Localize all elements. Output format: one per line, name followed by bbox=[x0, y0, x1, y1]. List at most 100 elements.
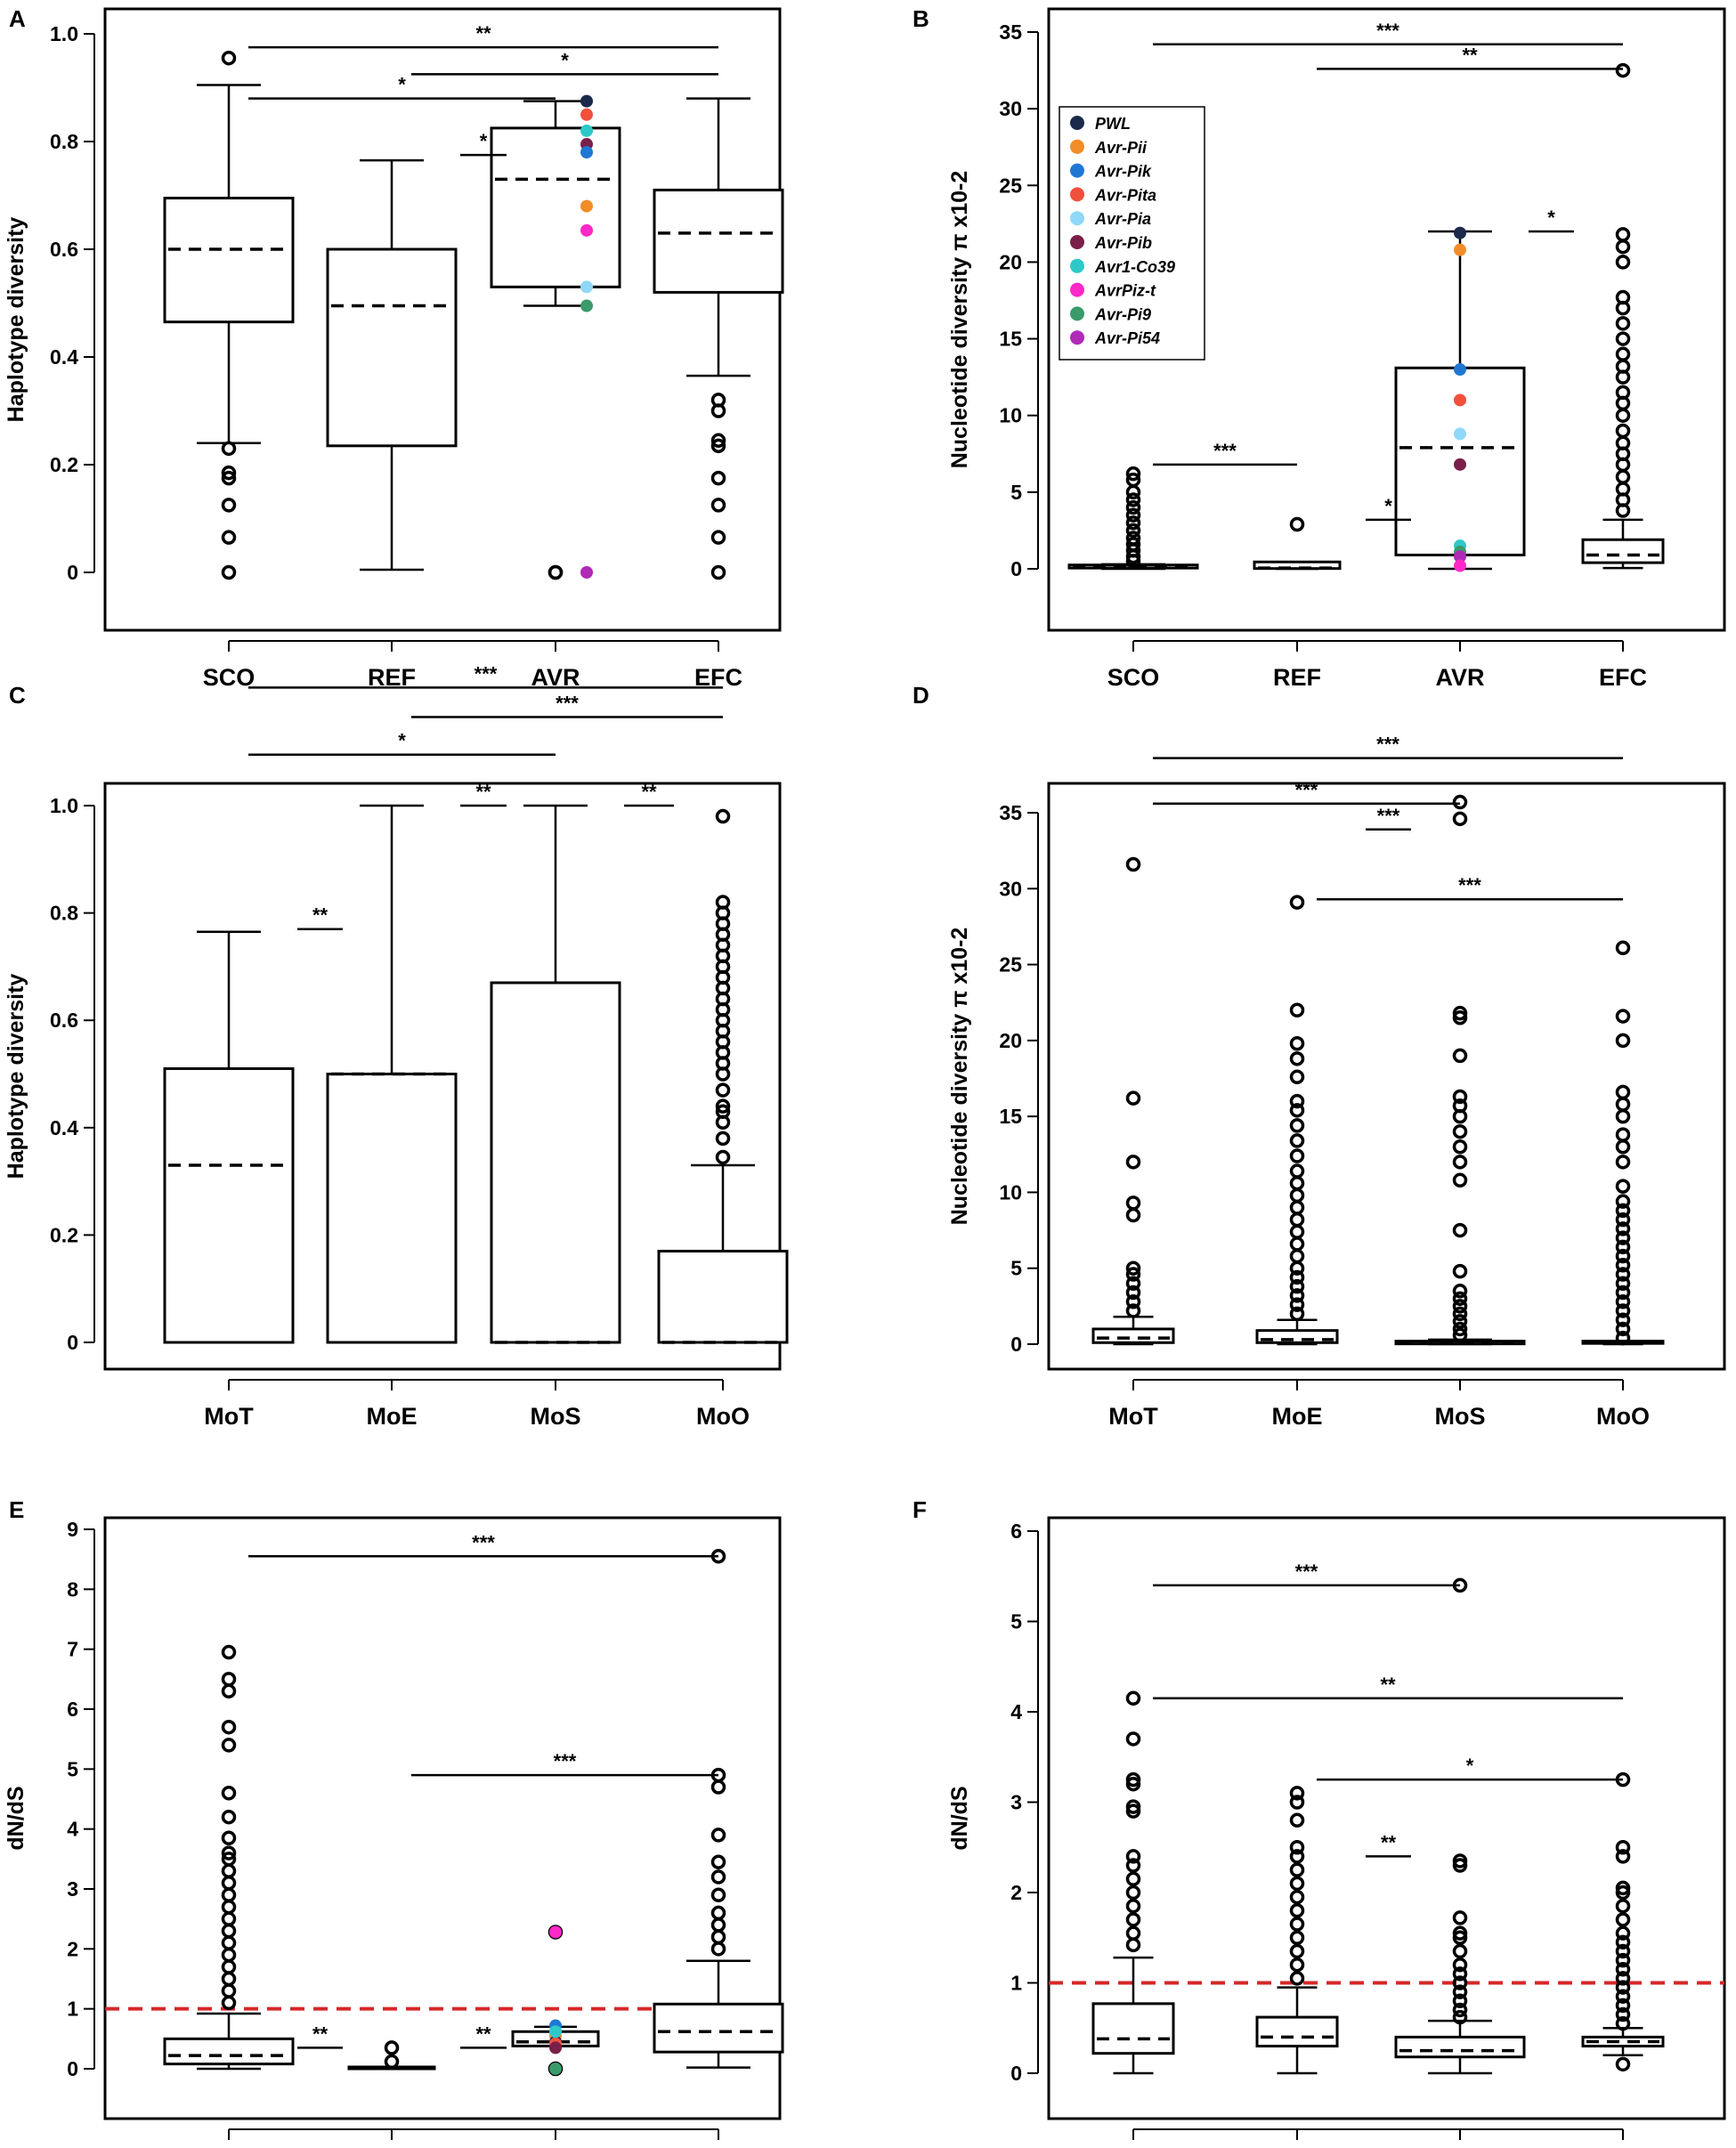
outlier-point bbox=[221, 1923, 237, 1939]
panel-a: A 0 0.2 0.4 0.6 0.8 1.0 Haplotype diversity SCO R… bbox=[4, 5, 784, 691]
highlight-point-avr-pi54 bbox=[1454, 550, 1466, 563]
box-mot bbox=[163, 930, 295, 1344]
plot-frame bbox=[1047, 1516, 1726, 2120]
significance-label: *** bbox=[1376, 20, 1399, 42]
box-iqr bbox=[490, 126, 621, 288]
outlier-point bbox=[710, 1929, 726, 1945]
x-tick-label: AVR bbox=[1435, 664, 1484, 691]
box-iqr bbox=[326, 1073, 458, 1344]
box-iqr bbox=[1091, 1327, 1175, 1344]
outlier-point bbox=[221, 465, 237, 481]
box-sco bbox=[163, 1644, 295, 2071]
outlier-point bbox=[1125, 1885, 1141, 1901]
outlier-point bbox=[1289, 1163, 1305, 1179]
x-tick-label: REF bbox=[1273, 664, 1321, 691]
outlier-point bbox=[710, 564, 726, 580]
outlier-point bbox=[1289, 1812, 1305, 1828]
outlier-point bbox=[1452, 1005, 1468, 1021]
outlier-point bbox=[1615, 1139, 1631, 1155]
box-efc bbox=[1581, 62, 1665, 570]
significance-label: ** bbox=[1381, 1831, 1397, 1853]
highlight-point-avr-pib bbox=[549, 2041, 562, 2055]
significance-label: *** bbox=[475, 662, 498, 685]
outlier-point bbox=[221, 1947, 237, 1963]
outlier-point bbox=[1615, 331, 1631, 346]
y-axis-label: dN/dS bbox=[4, 1786, 28, 1850]
significance-label: ** bbox=[641, 781, 657, 803]
outlier-point bbox=[221, 1863, 237, 1879]
box-moe bbox=[326, 804, 458, 1344]
outlier-point bbox=[221, 1672, 237, 1687]
outlier-point bbox=[1125, 1155, 1141, 1170]
outlier-point bbox=[1615, 1312, 1631, 1327]
y-tick-label: 25 bbox=[999, 174, 1022, 197]
y-tick-label: 1 bbox=[67, 1998, 78, 2021]
outlier-point bbox=[1452, 1327, 1468, 1343]
legend-entry: AvrPiz-t bbox=[1094, 282, 1156, 300]
outlier-point bbox=[710, 1887, 726, 1902]
plot-frame bbox=[103, 782, 782, 1371]
outlier-point bbox=[1615, 2056, 1631, 2072]
outlier-point bbox=[1615, 227, 1631, 242]
significance-label: * bbox=[398, 730, 406, 752]
legend-marker bbox=[1070, 330, 1084, 345]
significance-label: *** bbox=[554, 1750, 577, 1772]
outlier-point bbox=[1615, 346, 1631, 362]
panel-label: A bbox=[9, 5, 26, 32]
outlier-point bbox=[1125, 1937, 1141, 1953]
outlier-point bbox=[1125, 1260, 1141, 1276]
outlier-point bbox=[1452, 811, 1468, 827]
outlier-point bbox=[1452, 2002, 1468, 2018]
outlier-point bbox=[1289, 1957, 1305, 1973]
outlier-point bbox=[1289, 1133, 1305, 1148]
outlier-point bbox=[1289, 1278, 1305, 1294]
significance-label: ** bbox=[312, 904, 329, 927]
significance-label: * bbox=[561, 49, 569, 71]
outlier-point bbox=[1615, 1203, 1631, 1219]
plot-frame bbox=[1047, 7, 1726, 632]
outlier-point bbox=[221, 470, 237, 486]
outlier-point bbox=[1615, 1321, 1631, 1337]
highlight-point-avr-pi9 bbox=[549, 2063, 562, 2075]
outlier-point bbox=[1615, 1009, 1631, 1024]
y-tick-label: 20 bbox=[999, 250, 1022, 273]
outlier-point bbox=[1615, 1258, 1631, 1273]
outlier-point bbox=[1289, 1051, 1305, 1066]
legend-marker bbox=[1070, 282, 1084, 297]
outlier-point bbox=[710, 470, 726, 486]
legend-marker bbox=[1070, 258, 1084, 273]
outlier-point bbox=[1452, 1314, 1468, 1329]
outlier-point bbox=[1125, 499, 1141, 515]
y-tick-label: 3 bbox=[1010, 1791, 1022, 1814]
panel-label: B bbox=[913, 5, 929, 32]
highlight-point-avr-pii bbox=[580, 199, 593, 213]
outlier-point bbox=[1452, 1291, 1468, 1307]
y-tick-label: 5 bbox=[1010, 1257, 1022, 1280]
outlier-point bbox=[1125, 1871, 1141, 1887]
y-tick-label: 0.4 bbox=[50, 1116, 78, 1139]
outlier-point bbox=[1615, 1108, 1631, 1124]
outlier-point bbox=[221, 1959, 237, 1974]
legend-marker bbox=[1070, 235, 1084, 249]
significance-label: *** bbox=[1458, 874, 1481, 896]
outlier-point bbox=[710, 1917, 726, 1933]
box-sco bbox=[1067, 466, 1199, 571]
outlier-point bbox=[1452, 2009, 1468, 2025]
outlier-point bbox=[1289, 1200, 1305, 1215]
outlier-point bbox=[221, 1644, 237, 1660]
outlier-point bbox=[1452, 1089, 1468, 1105]
outlier-point bbox=[1125, 1090, 1141, 1106]
outlier-point bbox=[221, 1911, 237, 1926]
outlier-point bbox=[1452, 1925, 1468, 1941]
highlight-point-avr1-co39 bbox=[549, 2025, 562, 2039]
outlier-point bbox=[1615, 1998, 1631, 2014]
outlier-point bbox=[1615, 423, 1631, 439]
legend-marker bbox=[1070, 211, 1084, 226]
outlier-point bbox=[1125, 484, 1141, 500]
x-tick-label: MoO bbox=[696, 1403, 750, 1430]
outlier-point bbox=[1289, 1187, 1305, 1204]
outlier-point bbox=[221, 1983, 237, 1998]
outlier-point bbox=[1615, 289, 1631, 305]
outlier-point bbox=[1289, 1288, 1305, 1303]
